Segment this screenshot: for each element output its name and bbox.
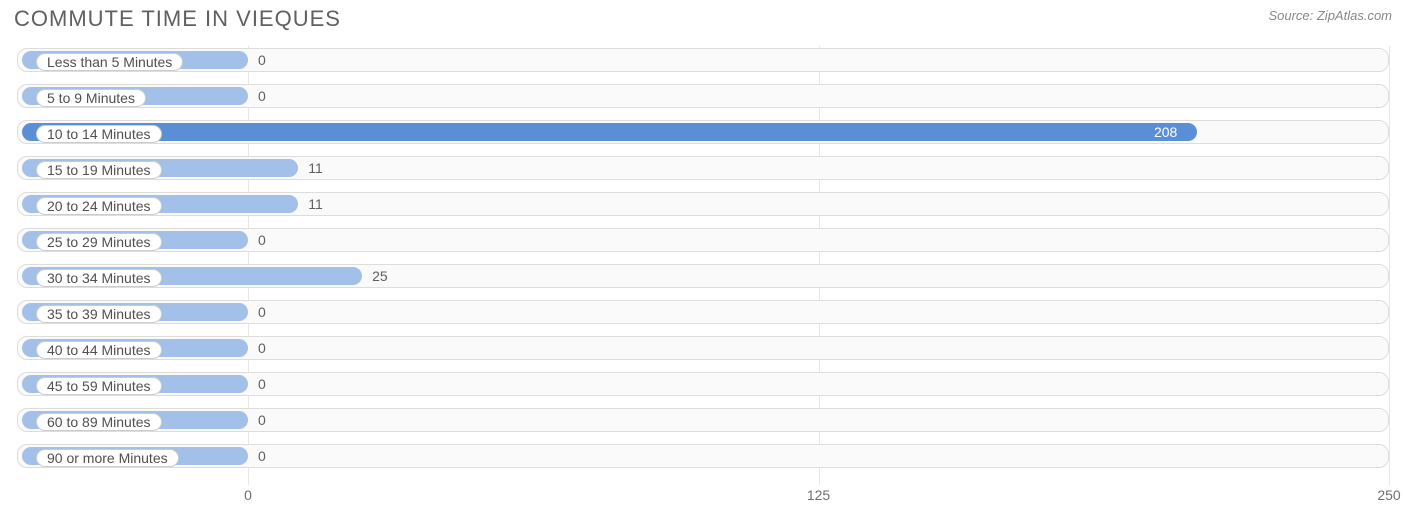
category-label: 15 to 19 Minutes [36,161,162,179]
bar-row: 15 to 19 Minutes 11 [14,154,1392,182]
category-label: 40 to 44 Minutes [36,341,162,359]
value-label: 0 [258,376,266,392]
bar-row: 45 to 59 Minutes 0 [14,370,1392,398]
x-axis: 0125250 [14,487,1392,507]
bar-row: 30 to 34 Minutes 25 [14,262,1392,290]
bar-row: 35 to 39 Minutes 0 [14,298,1392,326]
category-label: 35 to 39 Minutes [36,305,162,323]
value-label: 0 [258,304,266,320]
value-label: 11 [308,196,323,212]
bar-row: 20 to 24 Minutes 11 [14,190,1392,218]
bar [22,123,1197,141]
category-label: 30 to 34 Minutes [36,269,162,287]
category-label: 20 to 24 Minutes [36,197,162,215]
value-label: 0 [258,448,266,464]
value-label: 0 [258,232,266,248]
bar-row: 40 to 44 Minutes 0 [14,334,1392,362]
bar-row: 5 to 9 Minutes 0 [14,82,1392,110]
value-label: 0 [258,412,266,428]
chart-plot: Less than 5 Minutes 0 5 to 9 Minutes 0 10 to… [14,46,1392,478]
x-tick-label: 250 [1377,487,1400,503]
bar-row: 90 or more Minutes 0 [14,442,1392,470]
value-label: 0 [258,340,266,356]
bar-row: 10 to 14 Minutes 208 [14,118,1392,146]
value-label: 0 [258,88,266,104]
category-label: 90 or more Minutes [36,449,179,467]
bar-row: 25 to 29 Minutes 0 [14,226,1392,254]
category-label: Less than 5 Minutes [36,53,183,71]
bar-row: 60 to 89 Minutes 0 [14,406,1392,434]
value-label: 25 [372,268,388,284]
category-label: 5 to 9 Minutes [36,89,146,107]
value-label: 11 [308,160,323,176]
value-label: 208 [1154,124,1177,140]
category-label: 45 to 59 Minutes [36,377,162,395]
x-tick-label: 0 [244,487,252,503]
value-label: 0 [258,52,266,68]
category-label: 10 to 14 Minutes [36,125,162,143]
chart-title: COMMUTE TIME IN VIEQUES [14,6,341,32]
chart-source: Source: ZipAtlas.com [1268,8,1392,23]
category-label: 60 to 89 Minutes [36,413,162,431]
bar-row: Less than 5 Minutes 0 [14,46,1392,74]
x-tick-label: 125 [807,487,830,503]
category-label: 25 to 29 Minutes [36,233,162,251]
